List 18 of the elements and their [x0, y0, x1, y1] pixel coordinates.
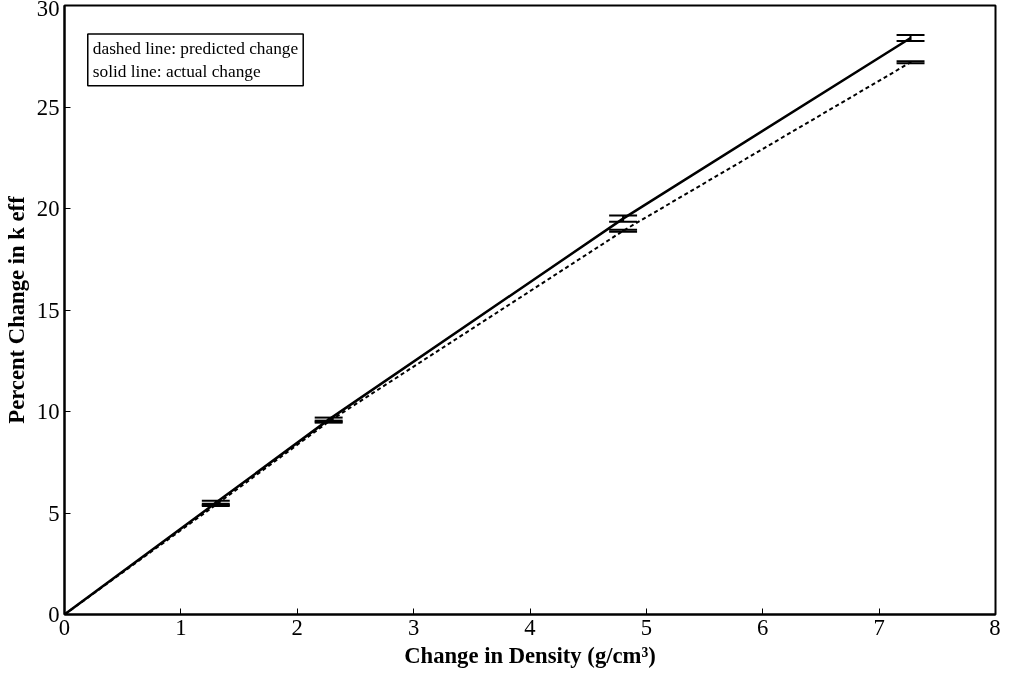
x-axis-title: Change in Density (g/cm³) — [404, 642, 656, 668]
y-tick-label: 10 — [36, 399, 60, 424]
x-tick-label: 5 — [640, 614, 653, 640]
annotation: dashed line: predicted change — [92, 38, 299, 58]
x-tick-label: 8 — [989, 614, 1001, 640]
annotation: solid line: actual change — [92, 61, 262, 81]
y-tick-label: 15 — [36, 297, 60, 323]
y-tick-label: 25 — [36, 94, 60, 120]
y-tick-label: 30 — [36, 0, 60, 21]
x-tick-label: 4 — [524, 614, 536, 640]
y-axis-title: Percent Change in k eff — [3, 195, 29, 424]
y-tick-label: 20 — [36, 196, 60, 221]
y-tick-label: 5 — [48, 500, 60, 526]
x-tick-label: 1 — [175, 614, 187, 640]
x-tick-label: 6 — [757, 614, 769, 640]
x-tick-label: 7 — [873, 614, 885, 640]
x-tick-label: 2 — [291, 614, 303, 640]
x-tick-label: 3 — [407, 614, 420, 640]
